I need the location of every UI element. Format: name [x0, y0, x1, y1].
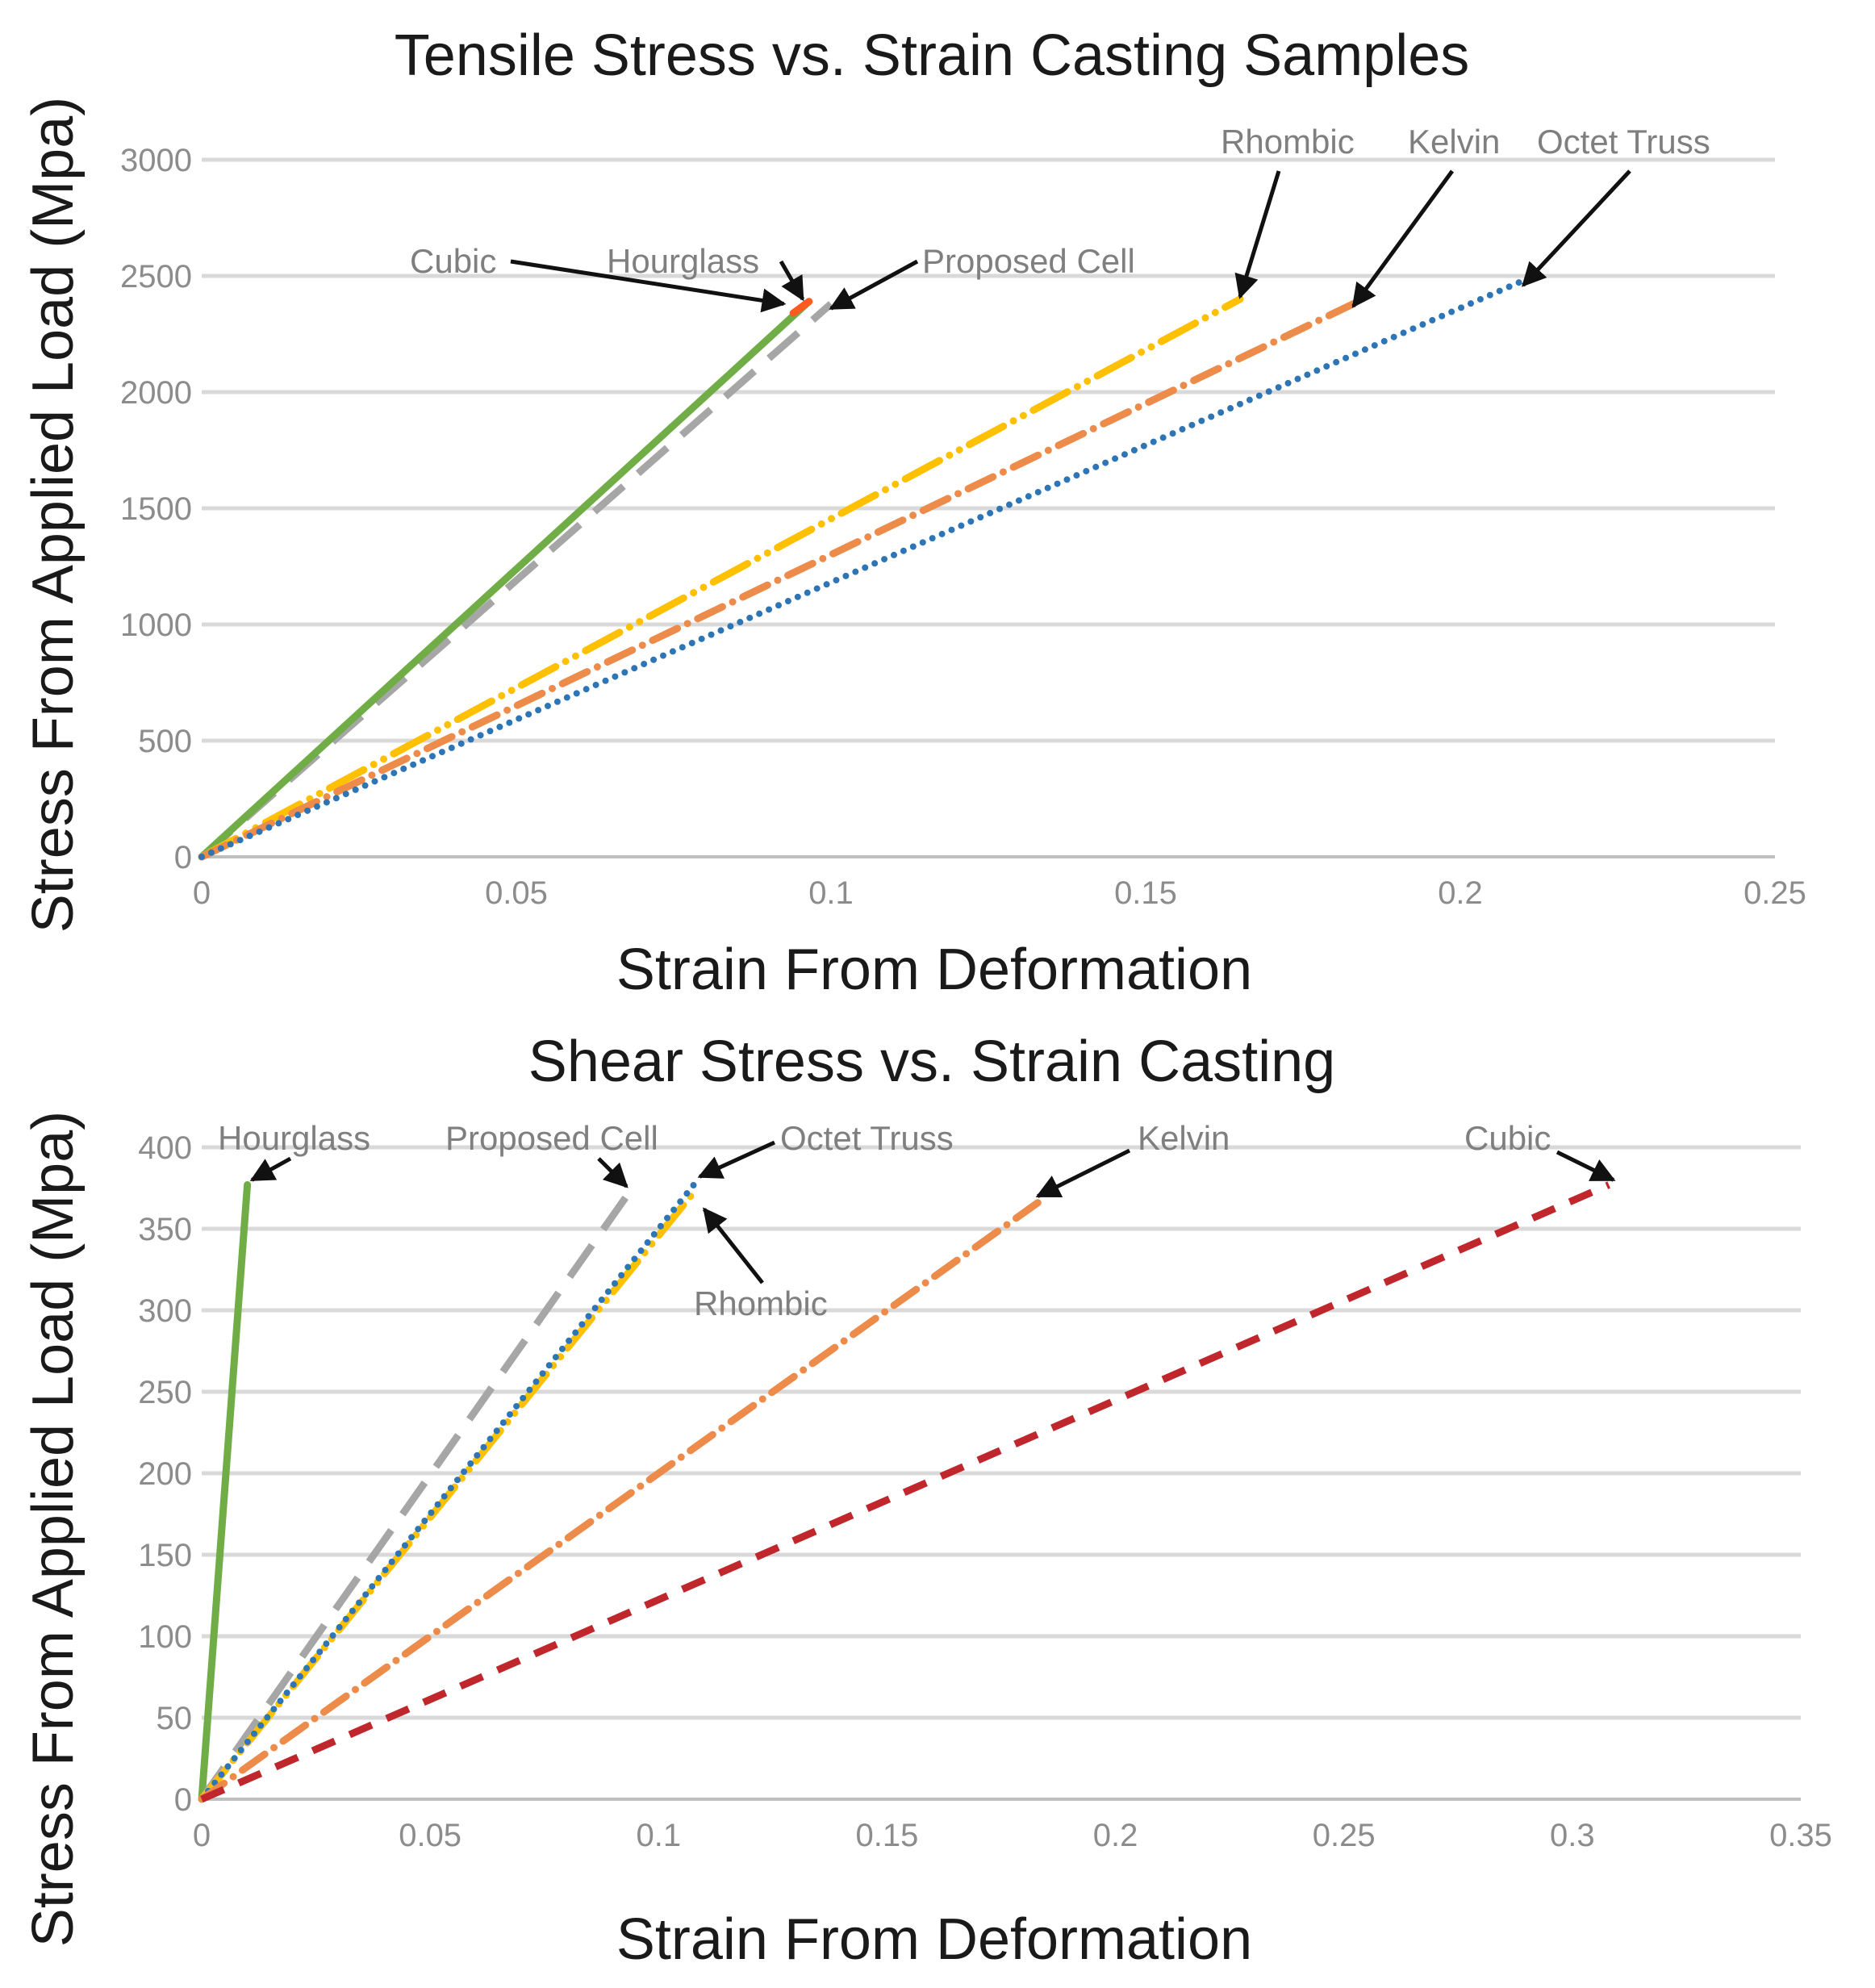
shear-annotation-arrow	[1556, 1150, 1616, 1182]
shear-annotation-arrow	[597, 1157, 628, 1188]
tensile-x-axis-label: Strain From Deformation	[616, 938, 1252, 1002]
tensile-x-tick-label: 0	[193, 875, 211, 911]
tensile-y-tick-label: 1000	[120, 608, 192, 643]
tensile-y-tick-label: 500	[138, 724, 192, 759]
shear-annotation-arrow	[702, 1207, 764, 1284]
tensile-series-rhombic	[198, 295, 1244, 861]
shear-x-tick-label: 0.2	[1093, 1818, 1138, 1853]
shear-y-tick-label: 400	[138, 1130, 192, 1166]
tensile-annotation-arrow	[1521, 169, 1631, 287]
shear-x-tick-label: 0.1	[636, 1818, 681, 1853]
tensile-annotation-arrow	[1351, 169, 1455, 308]
tensile-annotation-rhombic: Rhombic	[1221, 123, 1355, 161]
tensile-annotation-arrow	[1234, 170, 1281, 299]
tensile-series-octet-truss	[198, 277, 1526, 860]
shear-y-tick-label: 250	[138, 1375, 192, 1410]
shear-series-octet-truss	[198, 1180, 699, 1802]
shear-annotation-kelvin: Kelvin	[1138, 1119, 1230, 1157]
shear-x-tick-label: 0.05	[399, 1818, 461, 1853]
tensile-x-tick-label: 0.25	[1743, 875, 1806, 911]
shear-y-tick-label: 200	[138, 1456, 192, 1492]
shear-x-axis-label: Strain From Deformation	[616, 1907, 1252, 1972]
shear-y-tick-label: 150	[138, 1538, 192, 1573]
shear-chart-title: Shear Stress vs. Strain Casting	[528, 1030, 1335, 1094]
tensile-annotation-octet-truss: Octet Truss	[1537, 123, 1710, 161]
shear-x-tick-label: 0.25	[1313, 1818, 1376, 1853]
tensile-chart: Tensile Stress vs. Strain Casting Sample…	[120, 23, 1806, 1002]
tensile-y-tick-label: 2000	[120, 375, 192, 411]
shear-series-cubic	[200, 1181, 1611, 1803]
tensile-annotation-proposed-cell: Proposed Cell	[922, 242, 1135, 280]
shear-x-tick-label: 0.35	[1769, 1818, 1832, 1853]
shear-y-axis-label: Stress From Applied Load (Mpa)	[21, 1111, 86, 1947]
tensile-x-tick-label: 0.15	[1114, 875, 1177, 911]
tensile-annotation-arrow	[779, 260, 805, 302]
shear-y-tick-label: 300	[138, 1293, 192, 1329]
tensile-y-tick-label: 1500	[120, 491, 192, 527]
shear-ticks: 0 50 100 150 200 250 300 350 400 0 0.05 0.1 0.15 0.2 0…	[138, 1130, 1832, 1853]
shear-x-tick-label: 0.15	[855, 1818, 918, 1853]
shear-y-tick-label: 0	[174, 1782, 192, 1818]
tensile-series	[198, 277, 1526, 861]
tensile-series-hourglass	[789, 298, 813, 317]
tensile-x-tick-label: 0.05	[485, 875, 548, 911]
shear-series-kelvin	[198, 1199, 1042, 1803]
shear-annotation-arrow	[697, 1140, 776, 1179]
tensile-y-tick-label: 2500	[120, 259, 192, 294]
tensile-series-kelvin	[198, 300, 1357, 861]
shear-annotation-octet-truss: Octet Truss	[780, 1119, 954, 1157]
shear-series-hourglass	[198, 1181, 252, 1803]
tensile-y-axis-label: Stress From Applied Load (Mpa)	[21, 97, 86, 933]
shear-annotation-rhombic: Rhombic	[694, 1284, 828, 1322]
tensile-chart-title: Tensile Stress vs. Strain Casting Sample…	[395, 23, 1470, 88]
tensile-x-tick-label: 0.1	[808, 875, 854, 911]
shear-y-tick-label: 350	[138, 1212, 192, 1247]
shear-gridlines	[202, 1145, 1801, 1801]
tensile-annotation-kelvin: Kelvin	[1408, 123, 1500, 161]
tensile-y-tick-label: 0	[174, 840, 192, 875]
tensile-annotation-cubic: Cubic	[410, 242, 496, 280]
tensile-x-tick-label: 0.2	[1438, 875, 1483, 911]
tensile-annotation-arrow	[829, 259, 919, 311]
shear-annotation-hourglass: Hourglass	[218, 1119, 370, 1157]
tensile-annotation-hourglass: Hourglass	[607, 242, 759, 280]
shear-y-tick-label: 100	[138, 1619, 192, 1655]
shear-annotation-arrow	[249, 1156, 292, 1182]
tensile-ticks: 0 500 1000 1500 2000 2500 3000 0 0.05 0.1 0.15 0.2 0…	[120, 143, 1806, 911]
shear-y-tick-label: 50	[157, 1701, 193, 1736]
shear-x-tick-label: 0	[193, 1818, 211, 1853]
shear-annotations: Hourglass Proposed Cell Octet Truss Rhom…	[218, 1119, 1616, 1322]
shear-x-tick-label: 0.3	[1550, 1818, 1595, 1853]
shear-chart: Shear Stress vs. Strain Casting 0 50 100 15…	[138, 1030, 1832, 1972]
shear-series-proposed-cell	[198, 1194, 630, 1802]
shear-annotation-cubic: Cubic	[1464, 1119, 1551, 1157]
tensile-series-cubic	[198, 298, 813, 861]
tensile-annotation-arrow	[510, 259, 787, 313]
shear-annotation-proposed-cell: Proposed Cell	[445, 1119, 658, 1157]
shear-annotation-arrow	[1035, 1148, 1131, 1198]
tensile-annotations: Cubic Hourglass Proposed Cell Rhombic Ke…	[410, 123, 1710, 313]
shear-series	[198, 1180, 1611, 1803]
tensile-y-tick-label: 3000	[120, 143, 192, 178]
